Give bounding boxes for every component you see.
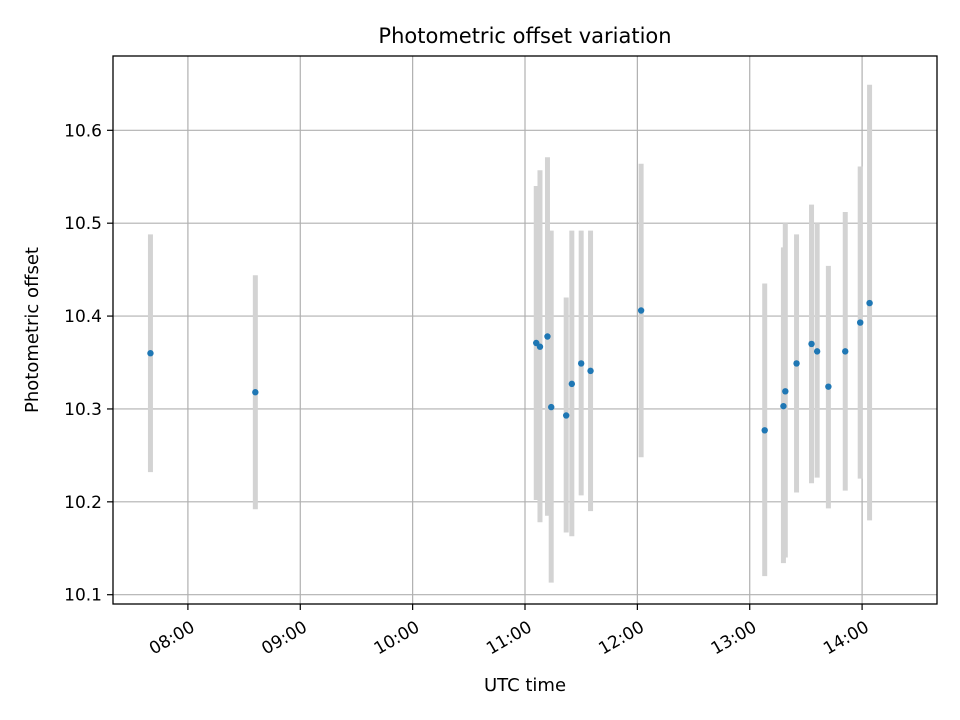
data-point xyxy=(637,307,645,314)
y-tick-label: 10.5 xyxy=(64,214,102,234)
data-point xyxy=(780,402,787,410)
data-point xyxy=(842,348,849,355)
data-point xyxy=(568,380,576,388)
data-point xyxy=(587,367,594,375)
data-point xyxy=(147,350,154,357)
data-point xyxy=(252,389,259,396)
data-point xyxy=(808,340,815,348)
y-tick-label: 10.6 xyxy=(64,121,102,141)
chart-title: Photometric offset variation xyxy=(378,24,671,48)
data-point xyxy=(577,360,585,367)
data-point xyxy=(866,299,873,307)
data-point xyxy=(782,388,789,395)
data-point xyxy=(563,412,570,419)
data-point xyxy=(857,319,864,326)
x-axis-label: UTC time xyxy=(484,675,566,696)
grid-lines xyxy=(113,56,937,604)
data-point xyxy=(813,348,821,355)
y-tick-label: 10.3 xyxy=(64,400,102,420)
y-tick-label: 10.2 xyxy=(64,493,102,513)
y-axis-label: Photometric offset xyxy=(22,247,43,413)
data-point xyxy=(544,333,551,340)
data-point xyxy=(825,383,832,390)
data-points xyxy=(147,299,873,434)
y-tick-label: 10.4 xyxy=(64,307,102,327)
data-point xyxy=(548,403,555,411)
y-tick-label: 10.1 xyxy=(64,586,102,606)
data-point xyxy=(536,343,544,350)
data-point xyxy=(761,427,768,434)
data-point xyxy=(793,360,800,367)
y-axis-ticks: 10.1 10.2 10.3 10.4 10.5 10.6 xyxy=(64,121,113,606)
